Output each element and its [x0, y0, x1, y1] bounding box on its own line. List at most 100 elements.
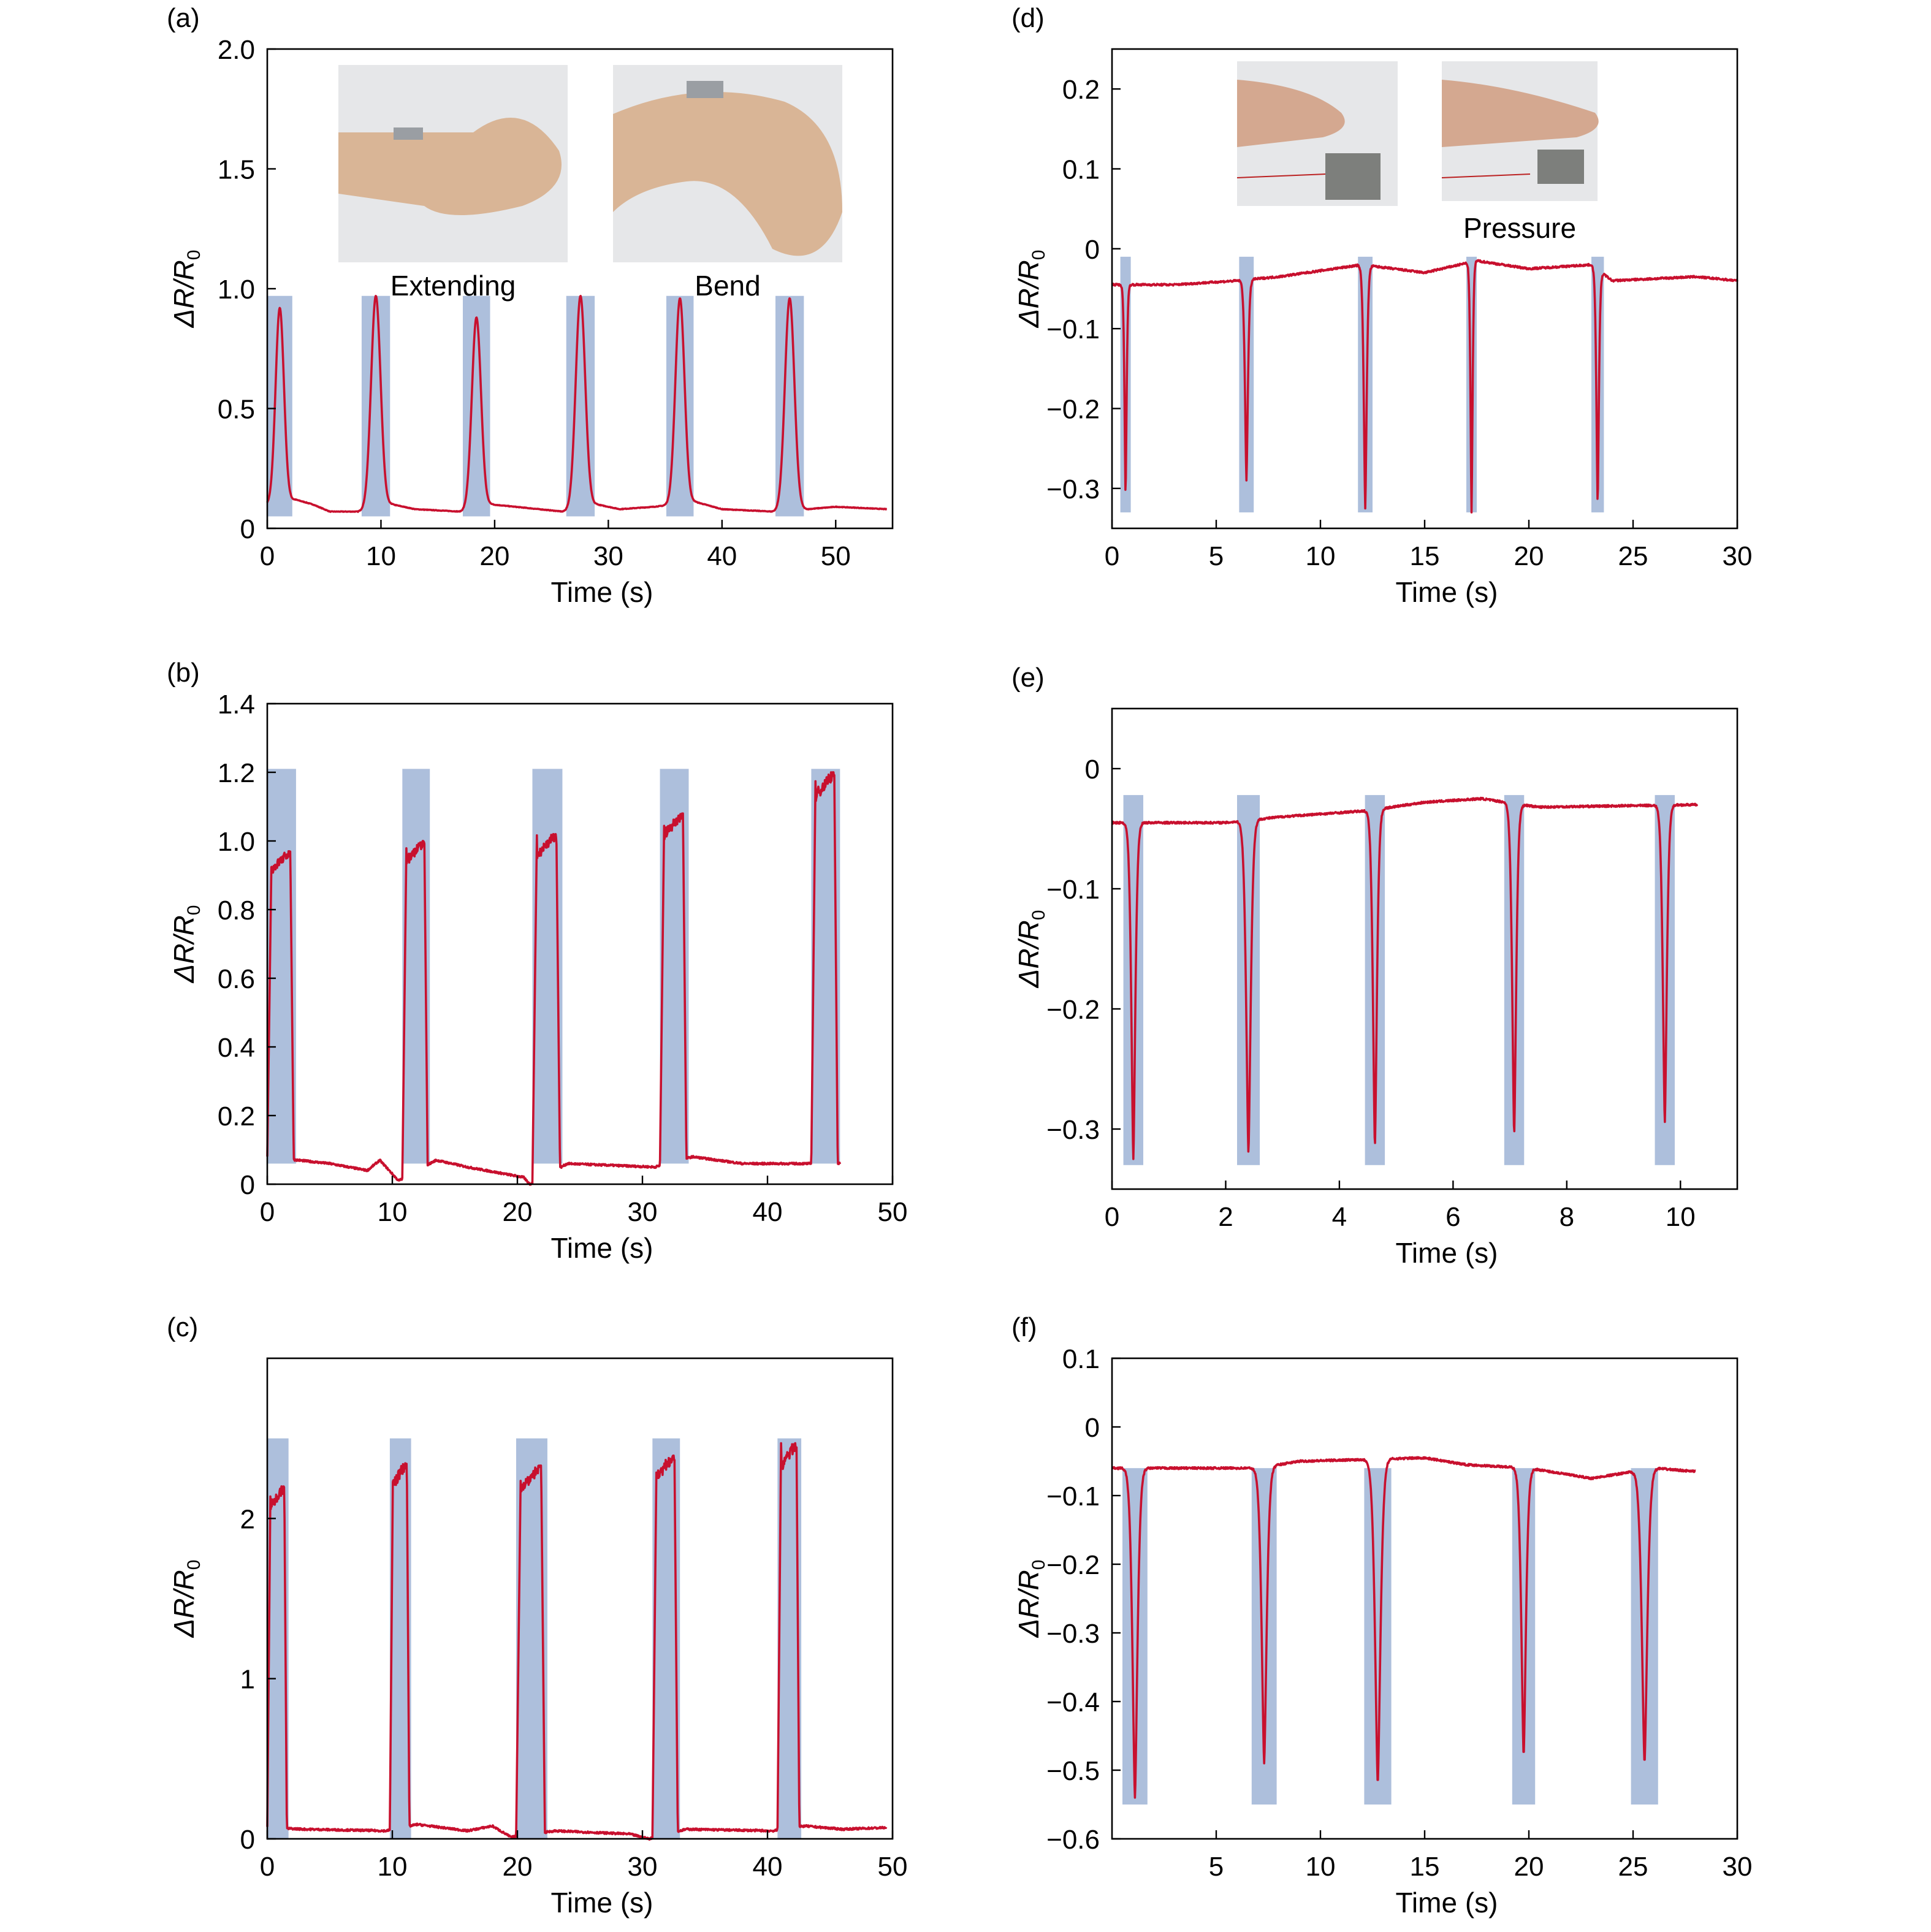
y-tick-label: −0.2	[1046, 1550, 1100, 1580]
y-axis-label-main: ΔR/R	[1013, 1570, 1045, 1638]
x-tick-label: 30	[628, 1852, 658, 1882]
data-line	[1111, 259, 1739, 514]
x-tick-label: 10	[1306, 1852, 1336, 1882]
x-tick-label: 10	[378, 1197, 408, 1227]
x-tick-label: 20	[503, 1852, 533, 1882]
y-tick-label: 1.4	[218, 690, 255, 720]
panel-label: (c)	[167, 1312, 198, 1342]
inset-photo	[1441, 61, 1599, 201]
y-axis-label: ΔR/R0	[168, 250, 204, 329]
axes-frame	[266, 1357, 894, 1840]
x-tick-label: 20	[479, 541, 509, 571]
y-tick-label: 1.5	[218, 155, 255, 185]
finger-shape	[1442, 80, 1599, 147]
finger-shape	[1237, 80, 1345, 147]
panel-f: (f) 5 10 15 20 25 30 −0.6 −0.5 −0.4 −0.3 −0.2 −0.1 0 0…	[1011, 1312, 1752, 1919]
x-tick-label: 20	[1514, 541, 1544, 571]
y-axis-label-main: ΔR/R	[1013, 920, 1045, 988]
wire	[1441, 173, 1531, 178]
y-axis-label: ΔR/R0	[1013, 910, 1049, 989]
y-tick-label: 0.1	[1062, 1344, 1100, 1374]
x-tick-label: 25	[1618, 541, 1648, 571]
x-tick-label: 25	[1618, 1852, 1648, 1882]
data-line	[266, 1442, 888, 1841]
panel-d: (d) 0 5 10 15 20 25 30 −0.3 −0.2 −0.1 0 0.1 0.2 Time (…	[1011, 3, 1752, 608]
y-tick-label: −0.3	[1046, 1619, 1100, 1649]
y-tick-label: 1.2	[218, 758, 255, 788]
sensor-patch	[1537, 150, 1584, 184]
x-tick-label: 10	[378, 1852, 408, 1882]
inset-photo	[338, 65, 568, 262]
y-axis-label-main: ΔR/R	[168, 915, 200, 983]
sensor-patch	[1325, 153, 1381, 200]
y-tick-label: 1	[240, 1665, 255, 1695]
x-tick-label: 20	[1514, 1852, 1544, 1882]
inset-photo	[613, 65, 842, 262]
panel-label: (a)	[167, 3, 200, 33]
y-tick-label: 0.1	[1062, 155, 1100, 185]
x-tick-label: 10	[1306, 541, 1336, 571]
y-axis-label: ΔR/R0	[1013, 1560, 1049, 1638]
x-tick-label: 0	[260, 1197, 275, 1227]
y-tick-label: 0.2	[218, 1101, 255, 1131]
x-tick-label: 30	[1723, 1852, 1753, 1882]
y-tick-label: 2.0	[218, 35, 255, 65]
y-tick-label: −0.4	[1046, 1687, 1100, 1717]
inset-photo	[1236, 61, 1398, 206]
x-tick-label: 0	[1105, 541, 1119, 571]
x-tick-label: 8	[1560, 1202, 1574, 1232]
y-axis-label-main: ΔR/R	[1013, 260, 1045, 328]
x-axis-label: Time (s)	[551, 1232, 653, 1264]
y-tick-label: −0.6	[1046, 1825, 1100, 1855]
y-axis-label: ΔR/R0	[168, 905, 204, 984]
y-tick-label: 0	[1085, 1413, 1100, 1443]
x-tick-label: 40	[753, 1852, 783, 1882]
x-axis-label: Time (s)	[1396, 1887, 1498, 1919]
x-tick-label: 0	[260, 1852, 275, 1882]
x-tick-label: 0	[1105, 1202, 1119, 1232]
x-axis-label: Time (s)	[1396, 1237, 1498, 1269]
y-tick-label: −0.3	[1046, 474, 1100, 504]
x-axis-label: Time (s)	[551, 576, 653, 608]
y-tick-label: 0.2	[1062, 75, 1100, 105]
y-axis-label-subscript: 0	[184, 1560, 204, 1570]
y-tick-label: 2	[240, 1504, 255, 1534]
panel-label: (d)	[1011, 3, 1045, 33]
y-tick-label: 1.0	[218, 827, 255, 857]
y-tick-label: 1.0	[218, 275, 255, 305]
y-tick-label: 0	[240, 514, 255, 544]
y-tick-label: 0	[240, 1825, 255, 1855]
y-tick-label: −0.1	[1046, 314, 1100, 344]
data-line	[1111, 796, 1699, 1160]
x-tick-label: 30	[593, 541, 623, 571]
axes-frame	[1111, 48, 1739, 530]
panel-label: (e)	[1011, 663, 1045, 693]
x-tick-label: 15	[1410, 541, 1440, 571]
y-tick-label: −0.5	[1046, 1756, 1100, 1786]
y-axis-label-subscript: 0	[1029, 250, 1049, 261]
x-tick-label: 50	[878, 1197, 908, 1227]
y-axis-label-subscript: 0	[1029, 1560, 1049, 1570]
panel-b: (b) 0 10 20 30 40 50 0 0.2 0.4 0.6 0.8 1.0 1.2 1.4 Time…	[167, 658, 907, 1264]
y-tick-label: −0.2	[1046, 995, 1100, 1025]
inset-caption: Pressure	[1463, 212, 1576, 244]
x-tick-label: 40	[707, 541, 737, 571]
inset-caption: Extending	[390, 270, 516, 302]
axes-frame	[1111, 707, 1739, 1190]
data-line	[1111, 1456, 1697, 1799]
hand-shape	[338, 118, 562, 215]
y-axis-label-main: ΔR/R	[168, 1570, 200, 1638]
panel-a: (a) 0 10 20 30 40 50 0 0.5 1.0 1.5 2.0 Time (s) ΔR/R0…	[167, 3, 894, 608]
data-line	[266, 295, 888, 513]
y-axis-label: ΔR/R0	[168, 1560, 204, 1638]
axes-frame	[266, 702, 894, 1185]
x-tick-label: 50	[821, 541, 851, 571]
x-tick-label: 0	[260, 541, 275, 571]
inset-caption: Bend	[695, 270, 760, 302]
y-tick-label: −0.1	[1046, 875, 1100, 905]
x-tick-label: 10	[366, 541, 396, 571]
y-tick-label: 0.5	[218, 395, 255, 425]
y-tick-label: −0.2	[1046, 395, 1100, 425]
x-axis-label: Time (s)	[551, 1887, 653, 1919]
